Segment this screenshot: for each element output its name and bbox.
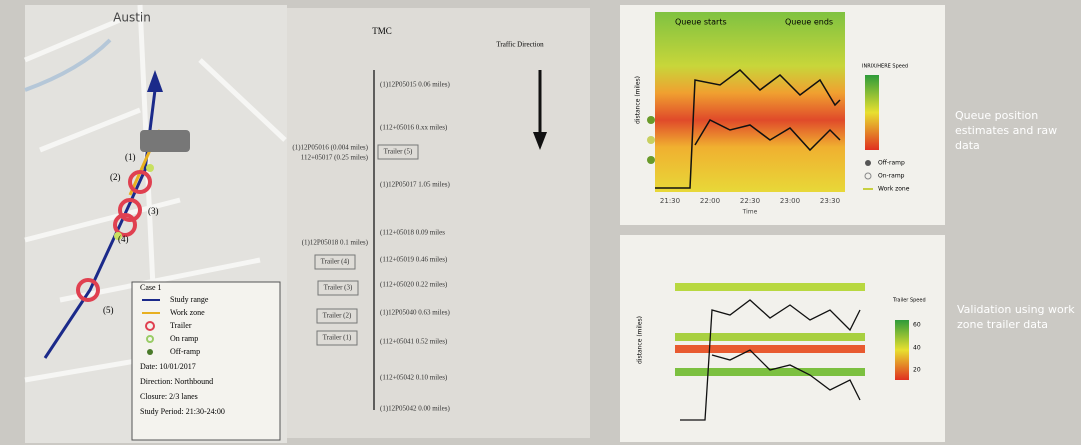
label: INRIX/HERE Speed bbox=[862, 64, 908, 70]
label: (1)12P05042 0.00 miles) bbox=[380, 405, 450, 413]
label: 23:30 bbox=[820, 197, 840, 205]
label: 21:30 bbox=[660, 197, 680, 205]
label: TMC bbox=[372, 26, 392, 36]
label: (112+05019 0.46 miles) bbox=[380, 256, 448, 264]
label: Work zone bbox=[170, 308, 205, 317]
label: Date: 10/01/2017 bbox=[140, 362, 196, 371]
shape bbox=[865, 75, 879, 150]
label: Queue ends bbox=[785, 18, 833, 27]
shape bbox=[865, 160, 871, 166]
label: Trailer (3) bbox=[324, 284, 353, 292]
label: On ramp bbox=[170, 334, 198, 343]
label: 40 bbox=[913, 345, 921, 352]
label: Queue starts bbox=[675, 18, 727, 27]
label: (112+05020 0.22 miles) bbox=[380, 281, 448, 289]
label: Trailer (5) bbox=[384, 148, 413, 156]
label: (1) bbox=[125, 152, 136, 162]
shape bbox=[147, 349, 153, 355]
shape bbox=[146, 164, 154, 172]
label: (112+05041 0.52 miles) bbox=[380, 338, 448, 346]
label: (112+05042 0.10 miles) bbox=[380, 374, 448, 382]
slide: Austin (1) (2) (3) (4) (5) Case 1 Study … bbox=[0, 0, 1081, 445]
label: (4) bbox=[118, 234, 129, 244]
label: (2) bbox=[110, 172, 121, 182]
label: On-ramp bbox=[878, 173, 905, 180]
label: 112+05017 (0.25 miles) bbox=[301, 154, 369, 162]
caption-box: Queue position estimates and raw data bbox=[955, 108, 1075, 158]
label: (112+05018 0.09 miles bbox=[380, 229, 445, 237]
shape bbox=[675, 333, 865, 341]
label: Traffic Direction bbox=[496, 41, 544, 49]
label: (1)12P05016 (0.004 miles) bbox=[292, 144, 368, 152]
label: Trailer (1) bbox=[323, 334, 352, 342]
label: Trailer (4) bbox=[321, 258, 350, 266]
label: distance (miles) bbox=[637, 316, 644, 364]
label: (1)12P05015 0.06 miles) bbox=[380, 81, 450, 89]
shape bbox=[647, 136, 655, 144]
label: 20 bbox=[913, 367, 921, 374]
label: (1)12P05018 0.1 miles) bbox=[302, 239, 369, 247]
label: Study Period: 21:30-24:00 bbox=[140, 407, 225, 416]
label: (5) bbox=[103, 305, 114, 315]
label: Off-ramp bbox=[170, 347, 200, 356]
shape bbox=[675, 345, 865, 353]
label: Case 1 bbox=[140, 283, 162, 292]
label: (112+05016 0.xx miles) bbox=[380, 124, 448, 132]
label: (1)12P05040 0.63 miles) bbox=[380, 309, 450, 317]
caption-box: Validation using work zone trailer data bbox=[957, 302, 1081, 362]
label: Closure: 2/3 lanes bbox=[140, 392, 198, 401]
label: Trailer Speed bbox=[892, 298, 926, 304]
shape bbox=[647, 116, 655, 124]
label: 23:00 bbox=[780, 197, 800, 205]
label: Direction: Northbound bbox=[140, 377, 213, 386]
label: Trailer bbox=[170, 321, 192, 330]
shape bbox=[140, 130, 190, 152]
label: 22:30 bbox=[740, 197, 760, 205]
label: (1)12P05017 1.05 miles) bbox=[380, 181, 450, 189]
shape bbox=[647, 156, 655, 164]
caption: Validation using work zone trailer data bbox=[957, 302, 1081, 332]
label: 22:00 bbox=[700, 197, 720, 205]
caption: Queue position estimates and raw data bbox=[955, 108, 1075, 153]
label: Study range bbox=[170, 295, 209, 304]
label: Trailer (2) bbox=[323, 312, 352, 320]
label: Time bbox=[742, 209, 758, 216]
label: distance (miles) bbox=[635, 76, 642, 124]
label: Austin bbox=[113, 11, 151, 25]
shape bbox=[895, 320, 909, 380]
label: Work zone bbox=[878, 186, 910, 193]
label: 60 bbox=[913, 322, 921, 329]
label: Off-ramp bbox=[878, 160, 905, 167]
label: (3) bbox=[148, 206, 159, 216]
shape bbox=[655, 12, 845, 192]
shape bbox=[675, 283, 865, 291]
